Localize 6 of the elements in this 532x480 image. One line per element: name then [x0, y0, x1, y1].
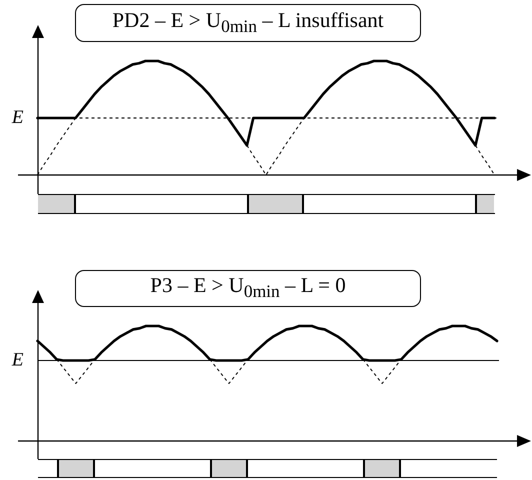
rounded-frame: PD2 – E > U$_{0min}$ – L insuffisant — [75, 4, 421, 42]
ref-line-label: E — [10, 107, 24, 128]
chart-title: PD2 – E > U$_{0min}$ – L insuffisant — [112, 8, 384, 38]
rounded-frame: P3 – E > U$_{0min}$ – L = 0 — [75, 270, 421, 307]
chart-title: P3 – E > U$_{0min}$ – L = 0 — [150, 273, 346, 304]
ref-line-label: E — [10, 350, 24, 370]
